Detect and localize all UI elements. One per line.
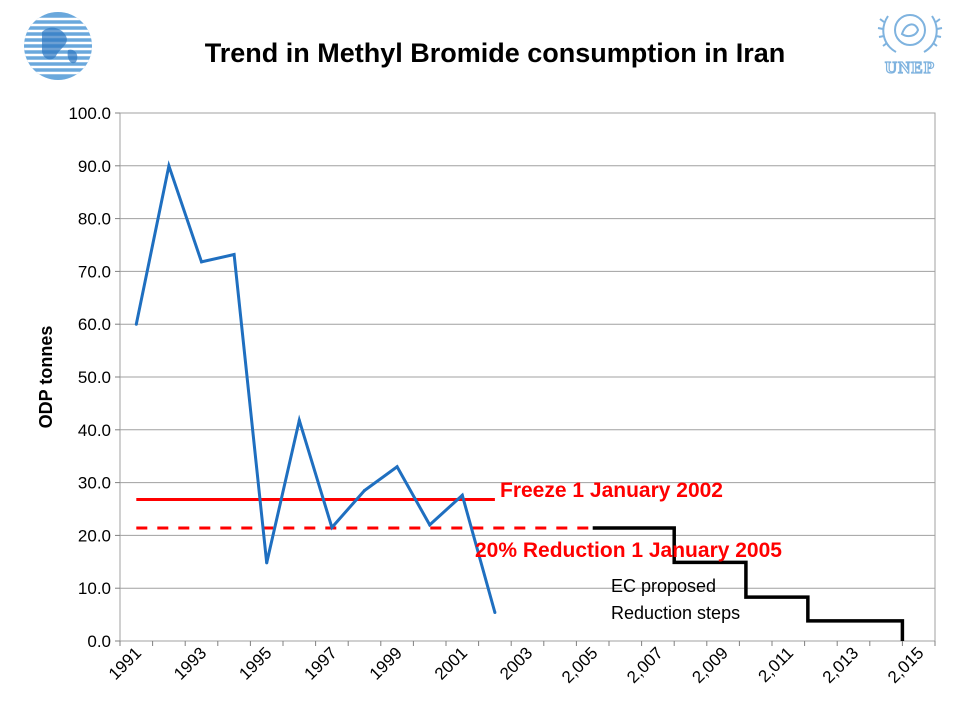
y-axis-ticks: 0.0 10.0 20.0 30.0 40.0 50.0 60.0 70.0 80.0 90.0 1…	[68, 104, 120, 651]
y-tick-label: 40.0	[78, 421, 111, 440]
y-tick-label: 100.0	[68, 104, 111, 123]
x-tick-label: 2,011	[755, 643, 798, 686]
x-tick-label: 1997	[301, 643, 341, 683]
ec-label-line-2: Reduction steps	[611, 603, 740, 623]
series-lines	[134, 160, 497, 614]
y-tick-label: 10.0	[78, 579, 111, 598]
y-axis-label: ODP tonnes	[36, 326, 56, 429]
y-tick-label: 70.0	[78, 262, 111, 281]
y-tick-label: 0.0	[87, 632, 111, 651]
gridlines	[120, 165, 935, 589]
data-point	[134, 322, 138, 326]
freeze-label: Freeze 1 January 2002	[500, 479, 723, 502]
unep-logo: UNEP	[877, 14, 943, 78]
reduction-steps-line	[592, 526, 905, 641]
ec-label-line-1: EC proposed	[611, 576, 716, 596]
x-tick-label: 1999	[366, 643, 406, 683]
x-tick-label: 1995	[235, 643, 275, 683]
x-tick-label: 2,009	[688, 643, 732, 687]
y-tick-label: 50.0	[78, 368, 111, 387]
x-tick-label: 2,007	[623, 643, 667, 687]
data-point	[460, 493, 464, 497]
x-tick-label: 1993	[170, 643, 210, 683]
x-tick-label: 2,005	[558, 643, 602, 687]
x-tick-label: 2003	[496, 643, 536, 683]
x-tick-label: 2,013	[819, 643, 863, 687]
data-point	[493, 610, 497, 614]
data-point	[363, 489, 366, 493]
chart-title: Trend in Methyl Bromide consumption in I…	[204, 38, 786, 68]
consumption-line	[134, 160, 497, 613]
x-tick-label: 2001	[431, 643, 471, 683]
reference-lines	[136, 497, 593, 530]
y-tick-label: 20.0	[78, 526, 111, 545]
y-tick-label: 60.0	[78, 315, 111, 334]
data-point	[330, 525, 334, 529]
svg-text:UNEP: UNEP	[885, 58, 935, 77]
x-axis-ticks: 1991 1993 1995 1997 1999 2001 2003 2,005 2,007 2,…	[105, 641, 936, 687]
y-tick-label: 30.0	[78, 474, 111, 493]
reduction-label: 20% Reduction 1 January 2005	[475, 539, 782, 562]
y-tick-label: 90.0	[78, 157, 111, 176]
globe-logo	[24, 12, 92, 80]
ec-reduction-steps	[592, 526, 905, 641]
data-point	[265, 561, 269, 565]
data-point	[167, 164, 171, 168]
data-point	[297, 418, 301, 422]
data-point	[428, 523, 432, 527]
x-tick-label: 2,015	[884, 643, 928, 687]
data-point	[232, 253, 236, 257]
data-point	[395, 465, 399, 469]
y-tick-label: 80.0	[78, 210, 111, 229]
data-point	[200, 260, 203, 264]
